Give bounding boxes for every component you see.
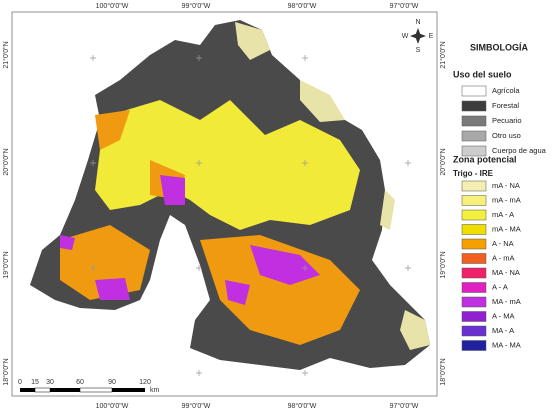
- scale-label: 15: [31, 379, 39, 386]
- compass-w: W: [402, 33, 409, 40]
- zone-subtitle: Trigo - IRE: [453, 169, 494, 178]
- legend-swatch: [461, 209, 487, 221]
- legend-swatch: [461, 311, 487, 322]
- legend-label: Agrícola: [492, 86, 520, 95]
- legend-swatch: [461, 267, 487, 279]
- legend-swatch: [461, 100, 487, 112]
- longitude-label: 100°0'0"W: [96, 2, 129, 10]
- legend-label: mA - A: [492, 210, 514, 219]
- legend-swatch: [461, 130, 487, 142]
- scale-bar: [20, 387, 145, 393]
- scale-label: 120: [139, 379, 151, 386]
- medium-potential-area: [60, 110, 360, 345]
- longitude-label: 98°0'0"W: [288, 2, 317, 10]
- legend-label: Pecuario: [492, 116, 522, 125]
- latitude-label: 18°0'0"N: [439, 358, 447, 385]
- legend-label: mA - MA: [492, 224, 521, 233]
- longitude-label: 98°0'0"W: [288, 402, 317, 410]
- legend-label: A - NA: [492, 239, 514, 248]
- latitude-label: 20°0'0"N: [2, 148, 10, 175]
- legend-swatch: [461, 238, 487, 250]
- land-use-title: Uso del suelo: [453, 69, 512, 79]
- legend-swatch: [461, 145, 487, 157]
- latitude-label: 19°0'0"N: [439, 251, 447, 278]
- legend-label: Cuerpo de agua: [492, 146, 547, 155]
- legend-label: Otro uso: [492, 131, 521, 140]
- legend-swatch: [461, 115, 487, 127]
- graticule: [90, 55, 411, 376]
- legend-label: MA - NA: [492, 268, 520, 277]
- latitude-label: 21°0'0"N: [2, 41, 10, 68]
- longitude-label: 100°0'0"W: [96, 402, 129, 410]
- compass-e: E: [429, 33, 434, 40]
- scale-unit: km: [150, 387, 160, 394]
- legend-swatch: [461, 195, 487, 206]
- latitude-label: 18°0'0"N: [2, 358, 10, 385]
- longitude-label: 97°0'0"W: [390, 2, 419, 10]
- legend-label: A - mA: [492, 253, 515, 262]
- legend-label: MA - MA: [492, 340, 521, 349]
- zone-title: Zona potencial: [453, 154, 517, 164]
- legend-swatch: [461, 340, 487, 351]
- legend-label: MA - mA: [492, 297, 521, 306]
- longitude-label: 99°0'0"W: [182, 2, 211, 10]
- scale-label: 0: [18, 379, 22, 386]
- legend-swatch: [461, 224, 487, 235]
- legend-swatch: [461, 282, 487, 293]
- legend-swatch: [461, 296, 487, 308]
- longitude-label: 97°0'0"W: [390, 402, 419, 410]
- scale-label: 60: [76, 379, 84, 386]
- legend-label: MA - A: [492, 326, 514, 335]
- legend-swatch: [461, 85, 487, 97]
- compass-n: N: [415, 19, 420, 26]
- legend-label: mA - NA: [492, 181, 520, 190]
- scale-label: 30: [46, 379, 54, 386]
- latitude-label: 19°0'0"N: [2, 251, 10, 278]
- longitude-label: 99°0'0"W: [182, 402, 211, 410]
- map-body: [30, 20, 430, 370]
- legend-label: mA - mA: [492, 195, 521, 204]
- legend-title: SIMBOLOGÍA: [470, 42, 528, 52]
- legend-label: Forestal: [492, 101, 519, 110]
- latitude-label: 21°0'0"N: [439, 41, 447, 68]
- legend-swatch: [461, 253, 487, 264]
- high-potential-area: [95, 100, 360, 230]
- legend-swatch: [461, 180, 487, 192]
- scale-label: 90: [108, 379, 116, 386]
- legend-label: A - MA: [492, 311, 515, 320]
- legend-label: A - A: [492, 282, 508, 291]
- latitude-label: 20°0'0"N: [439, 148, 447, 175]
- legend-swatch: [461, 325, 487, 337]
- compass: N S E W: [402, 19, 434, 54]
- compass-s: S: [416, 47, 421, 54]
- agricultural-area: [235, 22, 430, 350]
